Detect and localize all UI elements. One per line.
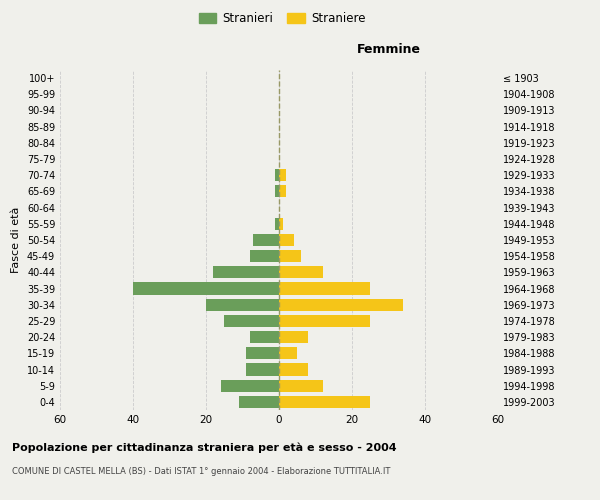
Bar xyxy=(279,266,323,278)
Bar xyxy=(279,298,403,311)
Bar xyxy=(275,186,279,198)
Bar xyxy=(246,364,279,376)
Text: Popolazione per cittadinanza straniera per età e sesso - 2004: Popolazione per cittadinanza straniera p… xyxy=(12,442,397,453)
Bar xyxy=(279,234,293,246)
Bar xyxy=(250,250,279,262)
Bar xyxy=(214,266,279,278)
Bar xyxy=(206,298,279,311)
Bar xyxy=(275,218,279,230)
Legend: Stranieri, Straniere: Stranieri, Straniere xyxy=(195,8,369,28)
Bar xyxy=(279,348,297,360)
Bar xyxy=(253,234,279,246)
Bar xyxy=(246,348,279,360)
Bar xyxy=(279,186,286,198)
Bar xyxy=(279,364,308,376)
Bar xyxy=(239,396,279,408)
Bar xyxy=(279,396,370,408)
Bar xyxy=(279,250,301,262)
Bar xyxy=(275,169,279,181)
Bar xyxy=(224,315,279,327)
Bar xyxy=(279,169,286,181)
Text: Femmine: Femmine xyxy=(356,44,421,57)
Bar xyxy=(133,282,279,294)
Bar xyxy=(279,282,370,294)
Bar xyxy=(279,380,323,392)
Bar xyxy=(279,218,283,230)
Bar xyxy=(221,380,279,392)
Bar xyxy=(250,331,279,343)
Text: COMUNE DI CASTEL MELLA (BS) - Dati ISTAT 1° gennaio 2004 - Elaborazione TUTTITAL: COMUNE DI CASTEL MELLA (BS) - Dati ISTAT… xyxy=(12,468,391,476)
Y-axis label: Fasce di età: Fasce di età xyxy=(11,207,21,273)
Bar xyxy=(279,331,308,343)
Bar xyxy=(279,315,370,327)
